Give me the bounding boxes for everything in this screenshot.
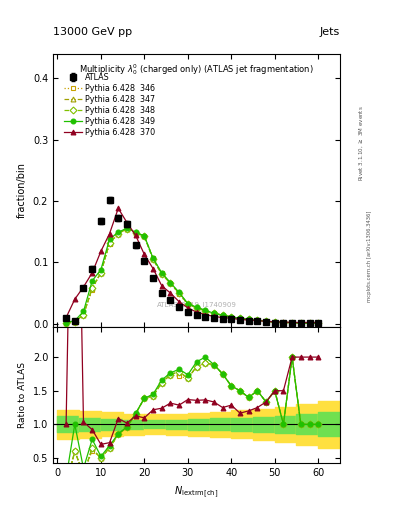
Text: mcplots.cern.ch [arXiv:1306.3436]: mcplots.cern.ch [arXiv:1306.3436] [367,210,372,302]
Text: Jets: Jets [320,27,340,37]
Y-axis label: fraction/bin: fraction/bin [17,162,27,218]
Text: Rivet 3.1.10, $\geq$ 3M events: Rivet 3.1.10, $\geq$ 3M events [358,105,365,181]
Y-axis label: Ratio to ATLAS: Ratio to ATLAS [18,362,27,428]
Text: ATLAS_2019_I1740909: ATLAS_2019_I1740909 [156,302,237,308]
Legend: ATLAS, Pythia 6.428  346, Pythia 6.428  347, Pythia 6.428  348, Pythia 6.428  34: ATLAS, Pythia 6.428 346, Pythia 6.428 34… [63,72,157,139]
Text: 13000 GeV pp: 13000 GeV pp [53,27,132,37]
Text: Multiplicity $\lambda_0^0$ (charged only) (ATLAS jet fragmentation): Multiplicity $\lambda_0^0$ (charged only… [79,62,314,77]
X-axis label: $N_{\mathrm{lextrm[ch]}}$: $N_{\mathrm{lextrm[ch]}}$ [174,484,219,500]
